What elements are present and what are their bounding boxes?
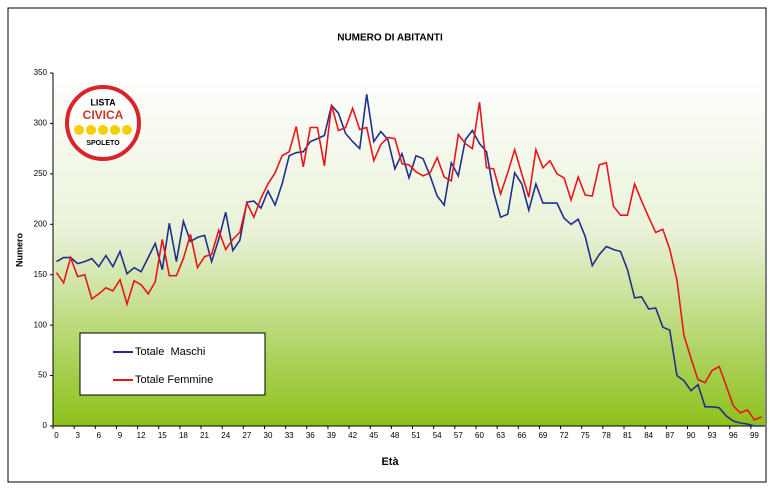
- x-tick-label: 57: [454, 431, 463, 440]
- x-tick-label: 81: [623, 431, 632, 440]
- y-tick-label: 0: [43, 421, 48, 430]
- x-tick-label: 90: [687, 431, 696, 440]
- x-tick-label: 27: [242, 431, 251, 440]
- legend-label: Totale Maschi: [135, 346, 205, 358]
- x-tick-label: 42: [348, 431, 357, 440]
- x-tick-label: 66: [517, 431, 526, 440]
- y-tick-label: 50: [38, 371, 47, 380]
- x-tick-label: 78: [602, 431, 611, 440]
- x-tick-label: 51: [412, 431, 421, 440]
- x-tick-label: 18: [179, 431, 188, 440]
- y-tick-label: 250: [34, 169, 48, 178]
- x-tick-label: 93: [708, 431, 717, 440]
- logo: LISTA CIVICA SPOLETO: [65, 85, 141, 161]
- y-tick-label: 100: [34, 320, 48, 329]
- x-tick-label: 99: [750, 431, 759, 440]
- x-tick-label: 96: [729, 431, 738, 440]
- y-tick-label: 300: [34, 119, 48, 128]
- x-tick-label: 33: [285, 431, 294, 440]
- logo-text: LISTA: [90, 97, 116, 107]
- logo-text: SPOLETO: [86, 140, 120, 147]
- y-tick-label: 150: [34, 270, 48, 279]
- legend: [79, 332, 266, 396]
- x-tick-label: 48: [390, 431, 399, 440]
- x-tick-label: 24: [221, 431, 230, 440]
- series-line: [55, 102, 762, 421]
- x-tick-label: 69: [538, 431, 547, 440]
- x-tick-label: 9: [118, 431, 123, 440]
- y-axis-label: Numero: [14, 233, 24, 268]
- x-tick-label: 36: [306, 431, 315, 440]
- x-axis-label: Età: [381, 456, 399, 468]
- x-tick-label: 15: [158, 431, 167, 440]
- x-tick-label: 45: [369, 431, 378, 440]
- x-tick-label: 84: [644, 431, 653, 440]
- y-tick-label: 200: [34, 219, 48, 228]
- x-tick-label: 21: [200, 431, 209, 440]
- x-tick-label: 87: [665, 431, 674, 440]
- x-tick-label: 30: [264, 431, 273, 440]
- series-line: [56, 94, 762, 427]
- x-tick-label: 75: [581, 431, 590, 440]
- legend-label: Totale Femmine: [135, 374, 213, 386]
- x-tick-label: 72: [560, 431, 569, 440]
- y-tick-label: 350: [34, 68, 48, 77]
- x-tick-label: 39: [327, 431, 336, 440]
- x-tick-label: 3: [75, 431, 80, 440]
- x-tick-label: 60: [475, 431, 484, 440]
- x-tick-label: 63: [496, 431, 505, 440]
- chart-title: NUMERO DI ABITANTI: [337, 33, 443, 44]
- x-tick-label: 0: [54, 431, 59, 440]
- x-tick-label: 54: [433, 431, 442, 440]
- x-tick-label: 12: [137, 431, 146, 440]
- x-tick-label: 6: [97, 431, 102, 440]
- logo-text: CIVICA: [83, 108, 124, 122]
